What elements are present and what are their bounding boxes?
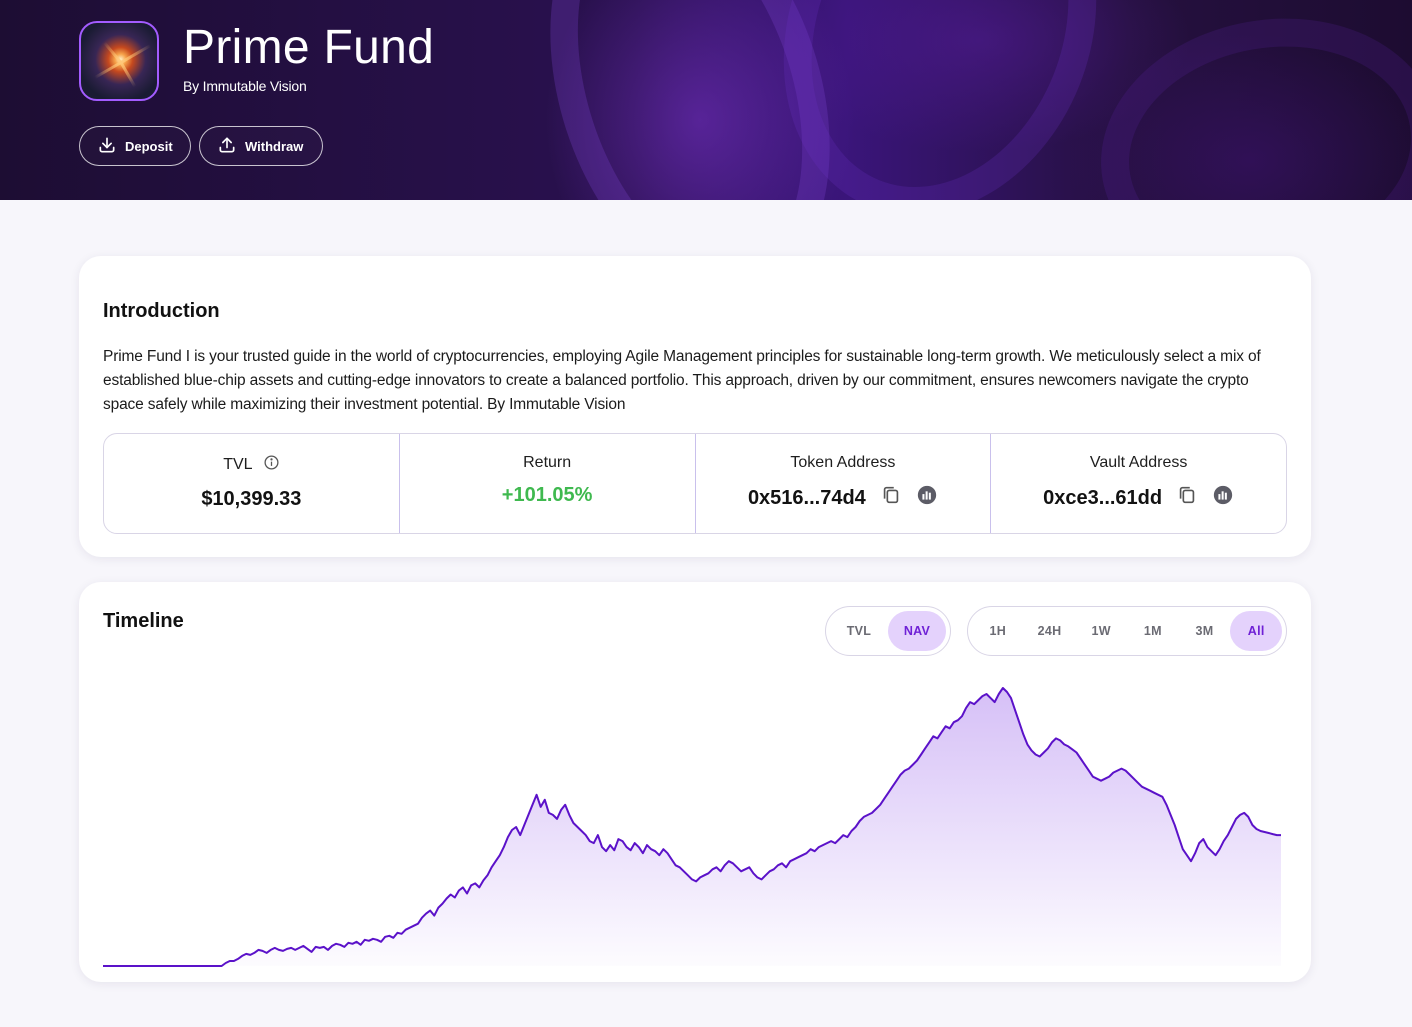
- hero-banner: Prime Fund By Immutable Vision Deposit W…: [0, 0, 1412, 200]
- introduction-card: Introduction Prime Fund I is your truste…: [79, 256, 1311, 557]
- chart-area: [103, 688, 1281, 966]
- explorer-icon[interactable]: [916, 484, 938, 512]
- introduction-text: Prime Fund I is your trusted guide in th…: [103, 348, 1261, 413]
- deposit-label: Deposit: [125, 138, 173, 154]
- introduction-title: Introduction: [103, 300, 220, 322]
- stats-panel: TVL $10,399.33 Return +101.05% Token Add…: [103, 433, 1287, 534]
- fund-logo: [79, 21, 159, 101]
- range-1h[interactable]: 1H: [989, 624, 1007, 638]
- stat-vault-address: Vault Address 0xce3...61dd: [991, 434, 1286, 533]
- stat-return: Return +101.05%: [400, 434, 696, 533]
- vault-address-label: Vault Address: [1089, 454, 1188, 471]
- range-24h[interactable]: 24H: [1037, 624, 1062, 638]
- range-all[interactable]: All: [1230, 611, 1283, 651]
- range-3m[interactable]: 3M: [1195, 624, 1214, 638]
- copy-icon[interactable]: [880, 484, 902, 512]
- token-address-label: Token Address: [790, 454, 896, 471]
- timeline-card: Timeline TVL NAV 1H 24H 1W 1M 3M All: [79, 582, 1311, 982]
- metric-toggle: TVL NAV: [825, 606, 951, 656]
- timeline-title: Timeline: [103, 610, 184, 632]
- tvl-value: $10,399.33: [201, 488, 302, 510]
- tab-tvl[interactable]: TVL: [846, 624, 872, 638]
- copy-icon[interactable]: [1176, 484, 1198, 512]
- range-1m[interactable]: 1M: [1143, 624, 1162, 638]
- upload-icon: [217, 135, 237, 158]
- stat-token-address: Token Address 0x516...74d4: [696, 434, 992, 533]
- download-icon: [97, 135, 117, 158]
- explorer-icon[interactable]: [1212, 484, 1234, 512]
- info-icon[interactable]: [263, 454, 280, 476]
- deposit-button[interactable]: Deposit: [79, 126, 191, 166]
- range-1w[interactable]: 1W: [1091, 624, 1111, 638]
- fund-author: By Immutable Vision: [183, 78, 307, 94]
- return-value: +101.05%: [501, 484, 593, 506]
- return-label: Return: [523, 454, 572, 471]
- tvl-label: TVL: [223, 456, 253, 473]
- range-toggle: 1H 24H 1W 1M 3M All: [967, 606, 1287, 656]
- token-address-value: 0x516...74d4: [747, 486, 866, 509]
- vault-address-value: 0xce3...61dd: [1043, 486, 1163, 509]
- nav-chart: [103, 687, 1281, 967]
- tab-nav[interactable]: NAV: [888, 611, 946, 651]
- withdraw-label: Withdraw: [245, 138, 304, 154]
- chart-line: [103, 687, 1281, 967]
- withdraw-button[interactable]: Withdraw: [199, 126, 323, 166]
- fund-title: Prime Fund: [183, 21, 435, 74]
- hero-decoration: [1080, 0, 1412, 200]
- stat-tvl: TVL $10,399.33: [104, 434, 400, 533]
